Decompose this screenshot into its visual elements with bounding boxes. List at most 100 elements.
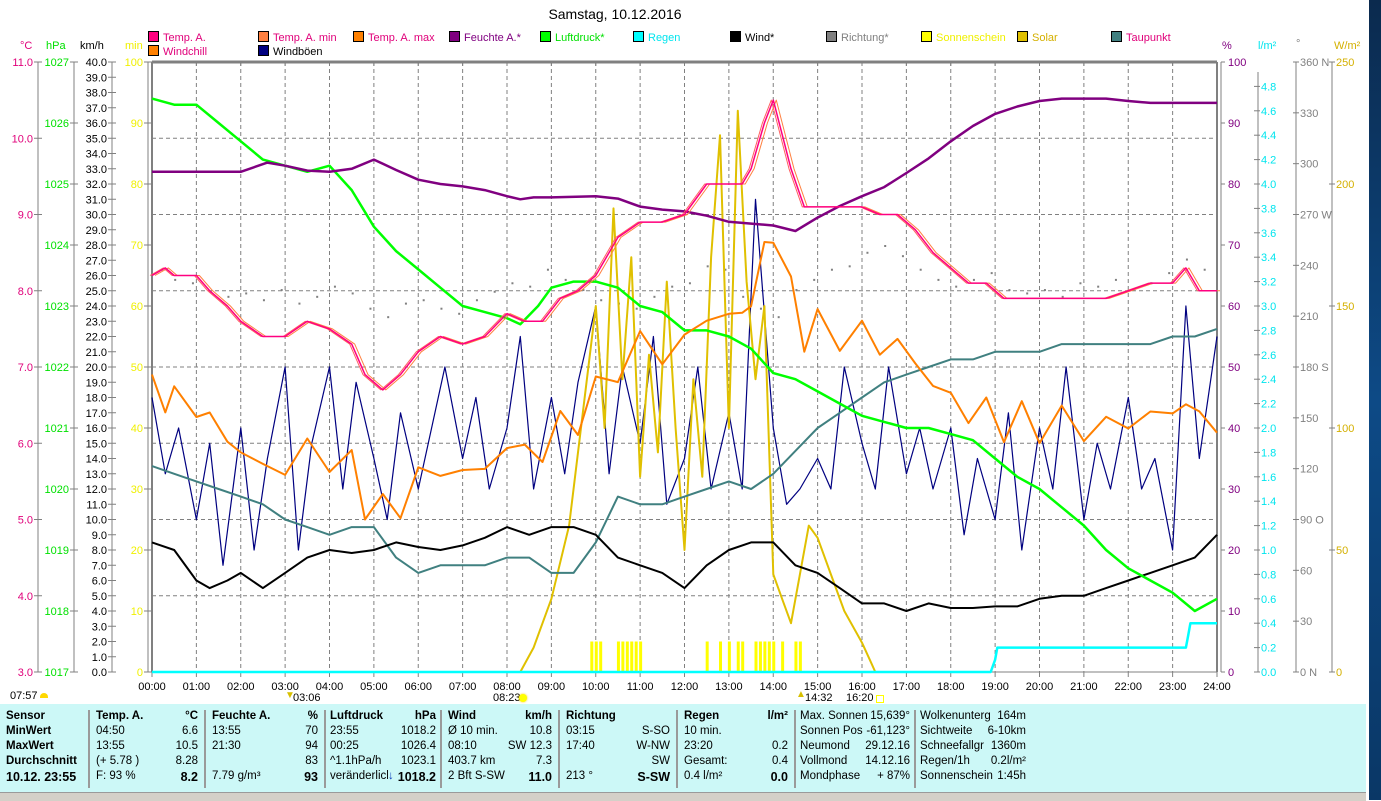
humidity-header: Feuchte A. [212,710,271,722]
x-tick-label: 08:00 [493,681,521,693]
x-tick-label: 04:00 [316,681,344,693]
rain-axis-tick-label: 1.2 [1261,521,1276,533]
rain-axis-tick-label: 3.2 [1261,277,1276,289]
direction-point [1026,292,1029,295]
rain-axis-tick-label: 2.6 [1261,350,1276,362]
humidity-max-value: 94 [305,740,318,752]
x-tick-label: 09:00 [538,681,566,693]
new-moon-value: 29.12.16 [865,740,910,752]
right-axis-tick-label: 80 [1228,179,1240,191]
rain-axis-tick-label: 0.0 [1261,667,1276,679]
sunshine-bar [621,641,625,672]
legend-swatch [148,31,159,42]
rain-hour-label: Regen/1h [920,755,970,767]
temp-min-time: 04:50 [96,725,125,737]
rain-axis-tick-label: 2.8 [1261,325,1276,337]
sunshine-bar [719,641,722,672]
rain-axis-tick-label: 2.4 [1261,374,1276,386]
direction-point [262,299,265,302]
left-axis-tick-label: 1027 [45,57,69,69]
sensor-max-label: MaxWert [6,740,54,752]
humidity-max-time: 21:30 [212,740,241,752]
max-sun-value: 15,639° [870,710,910,722]
summary-wind: Wind km/h Ø 10 min. 10.8 08:10 SW 12.3 403.… [442,710,560,788]
sunshine-bar [754,641,758,672]
solar-axis-tick-label: 50 [1336,545,1348,557]
sunshine-bar [630,641,634,672]
direction-point [369,307,372,310]
direction-point [919,268,922,271]
humidity-line [152,97,1217,233]
pressure-trend-rate: ^1.1hPa/h [330,755,382,767]
direction-point [795,289,798,292]
direction-point [600,299,603,302]
legend-swatch [148,45,159,56]
direction-point [901,255,904,258]
pressure-line [151,97,1218,613]
legend-item: Temp. A. max [353,31,435,44]
direction-min-value: S-SO [641,725,670,737]
temp-avg-diff: (+ 5.78 ) [96,755,140,767]
right-axis-tick-label: 20 [1228,545,1240,557]
left-axis-tick-label: 20.0 [86,362,107,374]
direction-point [422,299,425,302]
rain-axis-tick-label: 3.6 [1261,228,1276,240]
direction-point [280,289,283,292]
moonrise-time: 03:06 [293,692,321,704]
humidity-unit: % [307,710,318,722]
left-axis-tick-label: 30 [131,484,143,496]
summary-sensor: Sensor MinWert MaxWert Durchschnitt 10.1… [0,710,90,788]
direction-point [351,292,354,295]
left-axis-tick-label: 9.0 [92,530,107,542]
direction-point [671,285,674,288]
rain-hour-value: 0.2l/m² [990,755,1026,767]
rain-total-label: Gesamt: [684,755,728,767]
legend-item: Richtung* [826,31,889,44]
x-tick-label: 22:00 [1114,681,1142,693]
sunshine-bar [639,641,643,672]
direction-axis-tick-label: 240 [1300,260,1318,272]
left-axis-tick-label: 1020 [45,484,69,496]
direction-point [972,278,975,281]
left-axis-tick-label: 1025 [45,179,69,191]
rain-axis-tick-label: 4.4 [1261,130,1276,142]
left-axis-tick-label: 0 [137,667,143,679]
left-axis-tick-label: 40 [131,423,143,435]
legend-swatch [921,31,932,42]
direction-point [813,278,816,281]
legend-item: Regen [633,31,680,44]
solar-axis-tick-label: 100 [1336,423,1354,435]
left-axis-tick-label: 27.0 [86,255,107,267]
sensor-header: Sensor [6,710,45,722]
direction-axis-tick-label: 360 N [1300,57,1329,69]
sunshine-bar [599,641,603,672]
legend-swatch [258,31,269,42]
x-tick-label: 12:00 [671,681,699,693]
rain-axis-tick-label: 4.8 [1261,81,1276,93]
rain-axis-tick-label: 1.4 [1261,496,1276,508]
direction-point [333,285,336,288]
direction-point [1043,289,1046,292]
right-axis-tick-label: 90 [1228,118,1240,130]
direction-point [582,289,585,292]
wind-header: Wind [448,710,476,722]
left-axis-tick-label: 7.0 [92,560,107,572]
left-axis-tick-label: 9.0 [18,210,33,222]
solar-axis-tick-label: 200 [1336,179,1354,191]
pressure-min-value: 1018.2 [400,725,436,737]
left-axis-tick-label: 5.0 [18,515,33,527]
rain-max-time: 23:20 [684,740,713,752]
x-tick-label: 06:00 [404,681,432,693]
left-axis-tick-label: 37.0 [86,103,107,115]
legend-item: Taupunkt [1111,31,1171,44]
left-axis-tick-label: 10.0 [86,515,107,527]
left-axis-tick-label: 2.0 [92,637,107,649]
moonrise-icon: ▼ [285,690,295,701]
summary-extra: Wolkenunterg 164m Sichtweite 6-10km Schnee… [916,710,1030,788]
temp-unit: °C [185,710,198,722]
left-axis-tick-label: 90 [131,118,143,130]
sunshine-bar [727,641,731,672]
humidity-absolute: 7.79 g/m³ [212,770,261,782]
rain-line [152,621,1217,674]
axis-unit-hpa: hPa [46,40,66,52]
